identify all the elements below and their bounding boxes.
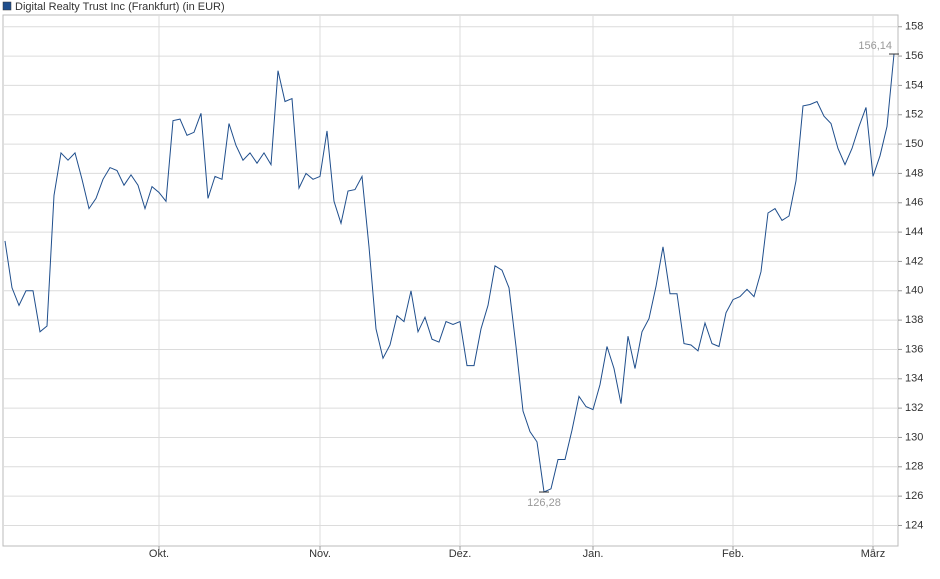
y-tick-label: 154 — [905, 79, 923, 91]
y-tick-label: 132 — [905, 402, 923, 414]
y-tick-label: 142 — [905, 255, 923, 267]
y-tick-label: 144 — [905, 226, 923, 238]
price-line — [4, 53, 895, 493]
y-tick-label: 152 — [905, 109, 923, 121]
y-tick-label: 126 — [905, 490, 923, 502]
y-tick-label: 134 — [905, 373, 923, 385]
y-tick-label: 136 — [905, 343, 923, 355]
y-tick-label: 156 — [905, 50, 923, 62]
x-tick-label: Nov. — [309, 548, 331, 560]
y-tick-label: 140 — [905, 285, 923, 297]
plot-frame — [2, 14, 899, 547]
value-label: 156,14 — [858, 40, 892, 52]
x-tick-label: Okt. — [149, 548, 169, 560]
legend-label: Digital Realty Trust Inc (Frankfurt) (in… — [15, 1, 225, 13]
y-tick-label: 146 — [905, 197, 923, 209]
y-tick-label: 148 — [905, 167, 923, 179]
y-tick-label: 158 — [905, 21, 923, 33]
y-tick-label: 150 — [905, 138, 923, 150]
x-tick-label: März — [861, 548, 885, 560]
value-label: 126,28 — [527, 497, 561, 509]
y-tick-label: 128 — [905, 461, 923, 473]
y-tick-label: 124 — [905, 519, 923, 531]
x-tick-label: Jan. — [583, 548, 604, 560]
y-tick-label: 130 — [905, 431, 923, 443]
legend-swatch — [2, 1, 12, 11]
y-tick-label: 138 — [905, 314, 923, 326]
x-tick-label: Feb. — [722, 548, 744, 560]
x-tick-label: Dez. — [449, 548, 472, 560]
